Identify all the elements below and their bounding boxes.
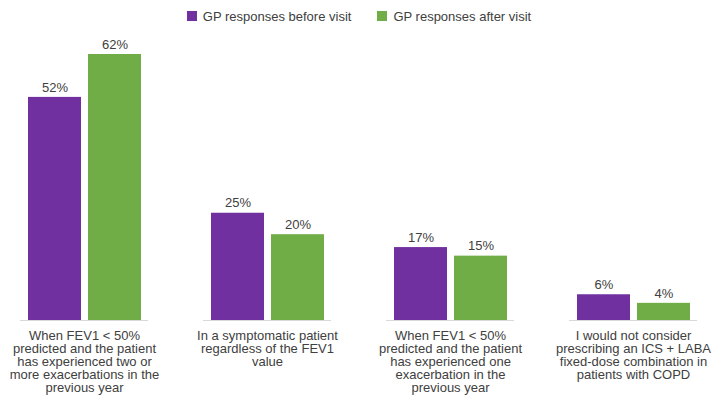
html-text:GP responses before visit: GP responses before visit	[202, 8, 352, 24]
svg-text:20%: 20%	[285, 217, 311, 232]
svg-text:When FEV1 < 50%predicted and t: When FEV1 < 50%predicted and the patient…	[379, 328, 522, 395]
svg-text:52%: 52%	[42, 80, 68, 95]
svg-text:25%: 25%	[225, 195, 251, 210]
svg-text:4%: 4%	[655, 285, 674, 300]
svg-text:In a symptomatic patientregard: In a symptomatic patientregardless of th…	[197, 328, 338, 369]
svg-text:62%: 62%	[102, 37, 128, 52]
svg-text:15%: 15%	[468, 238, 494, 253]
svg-text:17%: 17%	[408, 230, 434, 245]
html-text:GP responses after visit: GP responses after visit	[393, 8, 532, 24]
svg-text:When FEV1 < 50%predicted and t: When FEV1 < 50%predicted and the patient…	[10, 328, 160, 395]
svg-text:6%: 6%	[595, 277, 614, 292]
svg-text:I would not considerprescribin: I would not considerprescribing an ICS +…	[556, 328, 711, 382]
